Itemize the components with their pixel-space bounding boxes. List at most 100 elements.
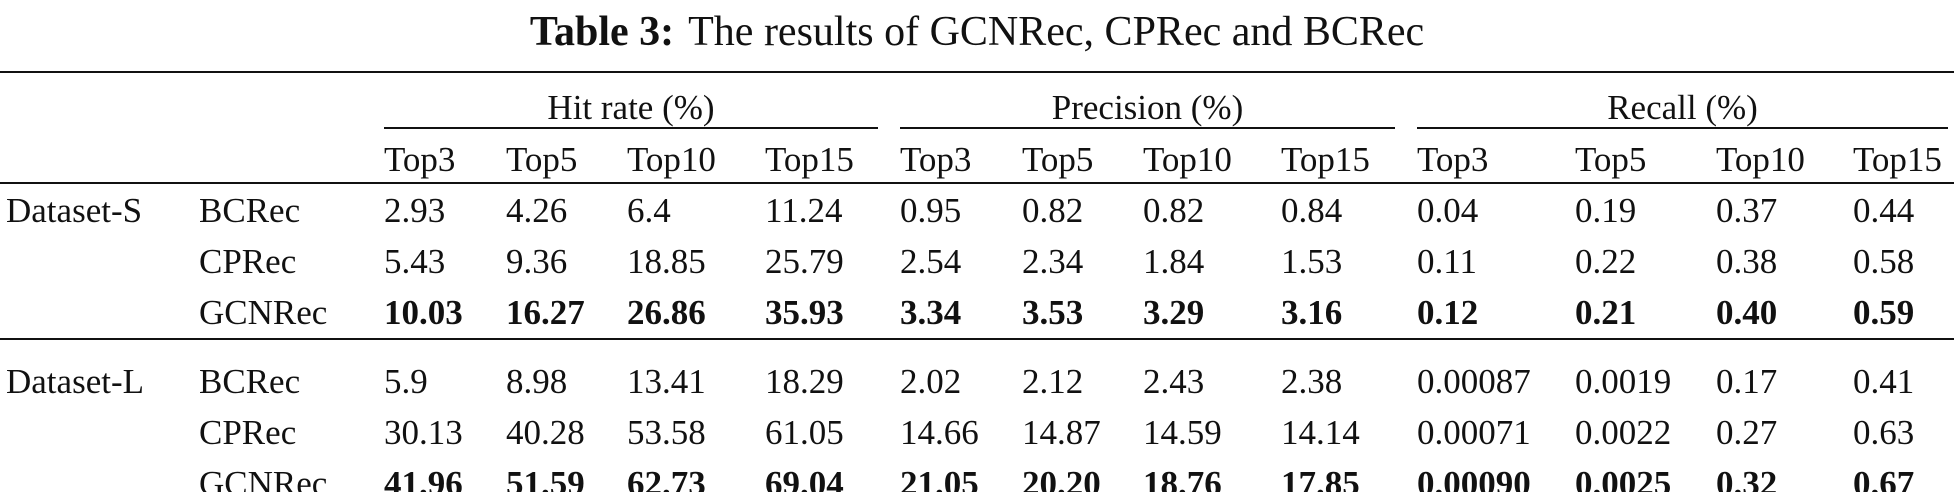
cell: 2.34: [1022, 242, 1084, 281]
cell: 3.53: [1022, 293, 1084, 332]
cell: 0.67: [1853, 464, 1915, 492]
rule: [384, 127, 878, 129]
rule: [1417, 127, 1948, 129]
cell: 3.16: [1281, 293, 1343, 332]
cell: 10.03: [384, 293, 463, 332]
cell: 13.41: [627, 362, 706, 401]
cell: 0.58: [1853, 242, 1915, 281]
cell: 0.0025: [1575, 464, 1672, 492]
table-caption: Table 3: The results of GCNRec, CPRec and…: [0, 8, 1954, 56]
cell: 2.93: [384, 191, 446, 230]
cell: 0.17: [1716, 362, 1778, 401]
rule: [0, 182, 1954, 184]
cell: 18.29: [765, 362, 844, 401]
cell: 17.85: [1281, 464, 1360, 492]
cell: 2.38: [1281, 362, 1343, 401]
cell: 0.0022: [1575, 413, 1672, 452]
cell: 14.87: [1022, 413, 1101, 452]
cell: 0.0019: [1575, 362, 1672, 401]
cell: 0.22: [1575, 242, 1637, 281]
cell: 0.82: [1022, 191, 1084, 230]
cell: 61.05: [765, 413, 844, 452]
cell: 0.41: [1853, 362, 1915, 401]
column-header: Top3: [1417, 140, 1489, 179]
cell: 20.20: [1022, 464, 1101, 492]
cell: 3.29: [1143, 293, 1205, 332]
cell: 69.04: [765, 464, 844, 492]
cell: 14.14: [1281, 413, 1360, 452]
column-header: Top15: [1281, 140, 1370, 179]
column-header: Top5: [1022, 140, 1094, 179]
method-label: CPRec: [199, 413, 297, 452]
group-header: Recall (%): [1607, 88, 1758, 127]
method-label: GCNRec: [199, 293, 328, 332]
column-header: Top10: [1716, 140, 1805, 179]
column-header: Top10: [1143, 140, 1232, 179]
column-header: Top3: [900, 140, 972, 179]
cell: 30.13: [384, 413, 463, 452]
cell: 0.95: [900, 191, 962, 230]
group-header: Precision (%): [1051, 88, 1244, 127]
cell: 6.4: [627, 191, 671, 230]
cell: 2.02: [900, 362, 962, 401]
column-header: Top15: [765, 140, 854, 179]
cell: 18.85: [627, 242, 706, 281]
cell: 0.59: [1853, 293, 1915, 332]
cell: 0.00071: [1417, 413, 1531, 452]
cell: 35.93: [765, 293, 844, 332]
cell: 16.27: [506, 293, 585, 332]
column-header: Top15: [1853, 140, 1942, 179]
method-label: CPRec: [199, 242, 297, 281]
cell: 0.40: [1716, 293, 1778, 332]
method-label: BCRec: [199, 362, 301, 401]
rule: [900, 127, 1395, 129]
cell: 1.53: [1281, 242, 1343, 281]
cell: 0.82: [1143, 191, 1205, 230]
column-header: Top5: [1575, 140, 1647, 179]
cell: 53.58: [627, 413, 706, 452]
cell: 9.36: [506, 242, 568, 281]
cell: 51.59: [506, 464, 585, 492]
cell: 0.19: [1575, 191, 1637, 230]
cell: 14.59: [1143, 413, 1222, 452]
cell: 2.54: [900, 242, 962, 281]
cell: 2.43: [1143, 362, 1205, 401]
cell: 0.21: [1575, 293, 1637, 332]
rule: [0, 338, 1954, 340]
cell: 5.9: [384, 362, 428, 401]
cell: 0.84: [1281, 191, 1343, 230]
caption-text: The results of GCNRec, CPRec and BCRec: [688, 9, 1425, 55]
cell: 41.96: [384, 464, 463, 492]
cell: 2.12: [1022, 362, 1084, 401]
cell: 4.26: [506, 191, 568, 230]
cell: 0.04: [1417, 191, 1479, 230]
column-header: Top5: [506, 140, 578, 179]
cell: 40.28: [506, 413, 585, 452]
cell: 21.05: [900, 464, 979, 492]
cell: 0.63: [1853, 413, 1915, 452]
cell: 0.00090: [1417, 464, 1531, 492]
cell: 0.00087: [1417, 362, 1531, 401]
method-label: GCNRec: [199, 464, 328, 492]
cell: 62.73: [627, 464, 706, 492]
cell: 0.37: [1716, 191, 1778, 230]
column-header: Top3: [384, 140, 456, 179]
cell: 11.24: [765, 191, 843, 230]
rule: [0, 71, 1954, 73]
cell: 5.43: [384, 242, 446, 281]
cell: 0.38: [1716, 242, 1778, 281]
cell: 3.34: [900, 293, 962, 332]
cell: 8.98: [506, 362, 568, 401]
cell: 0.11: [1417, 242, 1477, 281]
cell: 26.86: [627, 293, 706, 332]
cell: 25.79: [765, 242, 844, 281]
group-header: Hit rate (%): [547, 88, 715, 127]
cell: 0.27: [1716, 413, 1778, 452]
cell: 0.32: [1716, 464, 1778, 492]
cell: 1.84: [1143, 242, 1205, 281]
dataset-label: Dataset-L: [6, 362, 144, 401]
cell: 0.12: [1417, 293, 1479, 332]
cell: 0.44: [1853, 191, 1915, 230]
cell: 18.76: [1143, 464, 1222, 492]
